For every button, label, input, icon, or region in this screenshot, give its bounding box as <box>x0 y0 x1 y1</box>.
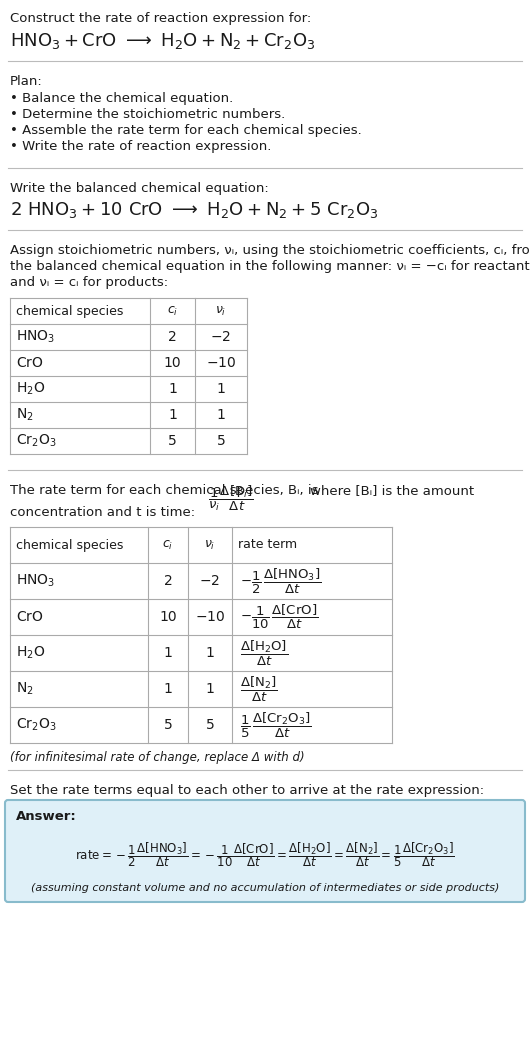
Text: 1: 1 <box>168 408 177 422</box>
Text: The rate term for each chemical species, Bᵢ, is: The rate term for each chemical species,… <box>10 484 319 497</box>
Text: 2: 2 <box>164 574 172 588</box>
Text: $\mathrm{2\ HNO_3 + 10\ CrO\ \longrightarrow\ H_2O + N_2 + 5\ Cr_2O_3}$: $\mathrm{2\ HNO_3 + 10\ CrO\ \longrighta… <box>10 200 378 220</box>
Text: Construct the rate of reaction expression for:: Construct the rate of reaction expressio… <box>10 12 311 25</box>
Text: $-\dfrac{1}{10}\,\dfrac{\Delta[\mathrm{CrO}]}{\Delta t}$: $-\dfrac{1}{10}\,\dfrac{\Delta[\mathrm{C… <box>240 602 319 631</box>
Text: rate term: rate term <box>238 539 297 551</box>
Text: 5: 5 <box>168 434 177 448</box>
Text: Assign stoichiometric numbers, νᵢ, using the stoichiometric coefficients, cᵢ, fr: Assign stoichiometric numbers, νᵢ, using… <box>10 244 530 257</box>
Text: $\nu_i$: $\nu_i$ <box>215 304 227 318</box>
Text: • Assemble the rate term for each chemical species.: • Assemble the rate term for each chemic… <box>10 124 362 137</box>
Text: $\dfrac{\Delta[\mathrm{N_2}]}{\Delta t}$: $\dfrac{\Delta[\mathrm{N_2}]}{\Delta t}$ <box>240 675 278 704</box>
Text: $\nu_i$: $\nu_i$ <box>204 539 216 551</box>
Text: $1$: $1$ <box>205 646 215 660</box>
Text: Set the rate terms equal to each other to arrive at the rate expression:: Set the rate terms equal to each other t… <box>10 784 484 797</box>
Text: $1$: $1$ <box>216 382 226 396</box>
Text: $\mathrm{N_2}$: $\mathrm{N_2}$ <box>16 681 34 698</box>
Text: Write the balanced chemical equation:: Write the balanced chemical equation: <box>10 182 269 195</box>
Text: $-2$: $-2$ <box>210 329 232 344</box>
Text: $\mathrm{H_2O}$: $\mathrm{H_2O}$ <box>16 644 45 661</box>
Text: $\dfrac{\Delta[\mathrm{H_2O}]}{\Delta t}$: $\dfrac{\Delta[\mathrm{H_2O}]}{\Delta t}… <box>240 638 288 667</box>
Text: and νᵢ = cᵢ for products:: and νᵢ = cᵢ for products: <box>10 276 168 289</box>
Text: 5: 5 <box>164 718 172 732</box>
Text: 10: 10 <box>164 356 181 370</box>
Text: $\mathrm{CrO}$: $\mathrm{CrO}$ <box>16 610 43 624</box>
Text: (for infinitesimal rate of change, replace Δ with d): (for infinitesimal rate of change, repla… <box>10 751 305 764</box>
Text: 2: 2 <box>168 329 177 344</box>
Text: $-\dfrac{1}{2}\,\dfrac{\Delta[\mathrm{HNO_3}]}{\Delta t}$: $-\dfrac{1}{2}\,\dfrac{\Delta[\mathrm{HN… <box>240 566 321 595</box>
Text: $\mathrm{HNO_3}$: $\mathrm{HNO_3}$ <box>16 573 55 589</box>
Text: $\mathrm{H_2O}$: $\mathrm{H_2O}$ <box>16 381 45 397</box>
Text: (assuming constant volume and no accumulation of intermediates or side products): (assuming constant volume and no accumul… <box>31 883 499 893</box>
Text: • Determine the stoichiometric numbers.: • Determine the stoichiometric numbers. <box>10 108 285 121</box>
Text: $\mathrm{Cr_2O_3}$: $\mathrm{Cr_2O_3}$ <box>16 433 57 449</box>
Text: $5$: $5$ <box>205 718 215 732</box>
Text: 1: 1 <box>164 646 172 660</box>
Text: $1$: $1$ <box>205 682 215 696</box>
Text: $-10$: $-10$ <box>206 356 236 370</box>
Text: $\mathrm{N_2}$: $\mathrm{N_2}$ <box>16 407 34 424</box>
Text: 1: 1 <box>164 682 172 696</box>
Text: $\mathrm{HNO_3 + CrO\ \longrightarrow\ H_2O + N_2 + Cr_2O_3}$: $\mathrm{HNO_3 + CrO\ \longrightarrow\ H… <box>10 31 315 51</box>
Text: chemical species: chemical species <box>16 539 123 551</box>
FancyBboxPatch shape <box>5 800 525 902</box>
Text: $\mathrm{CrO}$: $\mathrm{CrO}$ <box>16 356 43 370</box>
Text: • Balance the chemical equation.: • Balance the chemical equation. <box>10 92 233 105</box>
Text: $\dfrac{1}{\nu_i}\dfrac{\Delta[\mathrm{B}_i]}{\Delta t}$: $\dfrac{1}{\nu_i}\dfrac{\Delta[\mathrm{B… <box>208 484 253 514</box>
Text: • Write the rate of reaction expression.: • Write the rate of reaction expression. <box>10 140 271 153</box>
Text: $5$: $5$ <box>216 434 226 448</box>
Text: $c_i$: $c_i$ <box>162 539 174 551</box>
Text: Answer:: Answer: <box>16 810 77 823</box>
Text: $\mathrm{rate} = -\dfrac{1}{2}\dfrac{\Delta[\mathrm{HNO_3}]}{\Delta t}= -\dfrac{: $\mathrm{rate} = -\dfrac{1}{2}\dfrac{\De… <box>75 841 455 869</box>
Text: chemical species: chemical species <box>16 304 123 318</box>
Text: $-10$: $-10$ <box>195 610 225 624</box>
Text: concentration and t is time:: concentration and t is time: <box>10 506 195 519</box>
Text: $\dfrac{1}{5}\,\dfrac{\Delta[\mathrm{Cr_2O_3}]}{\Delta t}$: $\dfrac{1}{5}\,\dfrac{\Delta[\mathrm{Cr_… <box>240 710 312 740</box>
Text: $-2$: $-2$ <box>199 574 220 588</box>
Text: 1: 1 <box>168 382 177 396</box>
Text: 10: 10 <box>159 610 177 624</box>
Text: $\mathrm{HNO_3}$: $\mathrm{HNO_3}$ <box>16 328 55 345</box>
Text: Plan:: Plan: <box>10 75 43 88</box>
Text: $c_i$: $c_i$ <box>167 304 178 318</box>
Text: $\mathrm{Cr_2O_3}$: $\mathrm{Cr_2O_3}$ <box>16 717 57 733</box>
Text: where [Bᵢ] is the amount: where [Bᵢ] is the amount <box>310 484 474 497</box>
Text: $1$: $1$ <box>216 408 226 422</box>
Text: the balanced chemical equation in the following manner: νᵢ = −cᵢ for reactants: the balanced chemical equation in the fo… <box>10 260 530 273</box>
